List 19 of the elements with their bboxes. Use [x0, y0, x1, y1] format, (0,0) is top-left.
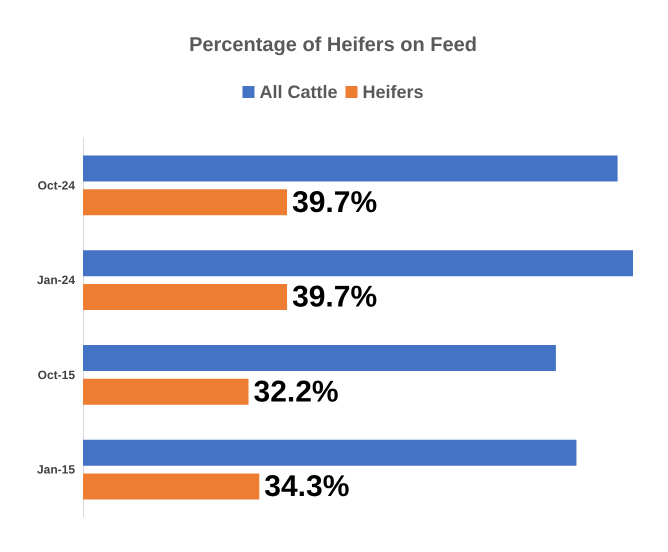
data-label: 34.3%	[264, 470, 350, 504]
legend-label: Heifers	[362, 82, 424, 102]
y-tick-label: Jan-15	[36, 462, 76, 477]
bar	[83, 189, 288, 216]
data-label: 32.2%	[254, 375, 339, 408]
bar	[83, 250, 633, 276]
bar	[83, 284, 288, 310]
data-label: 39.7%	[292, 186, 378, 219]
y-tick-label: Jan-24	[36, 273, 76, 288]
y-tick-label: Oct-24	[38, 178, 76, 192]
bar	[83, 344, 556, 371]
bar	[83, 474, 260, 500]
bar	[83, 155, 618, 182]
legend-label: All Cattle	[259, 82, 338, 102]
bar	[83, 440, 576, 466]
y-tick-label: Oct-15	[38, 368, 76, 382]
data-label: 39.7%	[292, 280, 378, 314]
chart-title: Percentage of Heifers on Feed	[189, 34, 477, 56]
bar	[83, 378, 249, 405]
